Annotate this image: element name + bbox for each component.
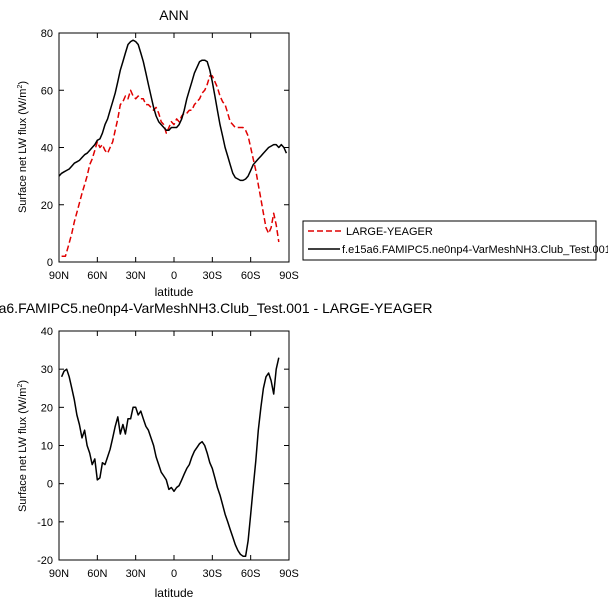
bottom-y-axis: -20 -10 0 10 20 30 40 xyxy=(37,326,289,567)
top-y-axis-label-sup: 2 xyxy=(17,85,24,89)
bottom-x-tick-label: 30N xyxy=(126,568,146,580)
top-legend: LARGE-YEAGER f.e15a6.FAMIPC5.ne0np4-VarM… xyxy=(302,220,608,261)
top-x-tick-label: 90S xyxy=(279,270,299,282)
bottom-x-tick-label: 60S xyxy=(241,568,261,580)
top-chart-title: ANN xyxy=(159,7,189,23)
legend-box xyxy=(302,220,597,261)
bottom-y-tick-label: 20 xyxy=(41,402,53,414)
top-x-tick-label: 30S xyxy=(203,270,223,282)
bottom-y-tick-label: 40 xyxy=(41,326,53,338)
bottom-y-axis-label-end: ) xyxy=(17,380,29,384)
top-y-tick-label: 0 xyxy=(47,257,53,269)
top-x-axis: 90N 60N 30N 0 30S 60S 90S xyxy=(49,33,299,282)
bottom-plot-frame xyxy=(58,330,290,561)
bottom-y-tick-label: 10 xyxy=(41,441,53,453)
top-x-tick-label: 30N xyxy=(126,270,146,282)
top-x-tick-label: 60S xyxy=(241,270,261,282)
top-series-line-model xyxy=(58,39,288,182)
top-x-tick-label: 60N xyxy=(87,270,107,282)
top-y-tick-label: 40 xyxy=(41,143,53,155)
bottom-y-axis-label-main: Surface net LW flux (W/m xyxy=(17,388,29,513)
top-y-tick-label: 80 xyxy=(41,28,53,40)
bottom-chart: f.e15a6.FAMIPC5.ne0np4-VarMeshNH3.Club_T… xyxy=(0,300,433,600)
legend-label-model: f.e15a6.FAMIPC5.ne0np4-VarMeshNH3.Club_T… xyxy=(342,244,608,256)
top-x-axis-label: latitude xyxy=(155,285,194,299)
bottom-x-tick-label: 60N xyxy=(87,568,107,580)
bottom-y-tick-label: -10 xyxy=(37,517,53,529)
top-y-axis-label-main: Surface net LW flux (W/m xyxy=(17,89,29,214)
bottom-series-line-difference xyxy=(60,357,280,557)
top-series-line-large-yeager xyxy=(61,75,280,258)
top-x-tick-label: 90N xyxy=(49,270,69,282)
bottom-x-axis: 90N 60N 30N 0 30S 60S 90S xyxy=(49,331,299,580)
top-y-axis-label-end: ) xyxy=(17,81,29,85)
top-series-group xyxy=(58,39,288,258)
bottom-x-tick-label: 0 xyxy=(171,568,177,580)
bottom-y-tick-label: 0 xyxy=(47,479,53,491)
bottom-y-axis-label-sup: 2 xyxy=(17,384,24,388)
top-x-tick-label: 0 xyxy=(171,270,177,282)
bottom-y-tick-label: 30 xyxy=(41,364,53,376)
top-y-axis: 0 20 40 60 80 xyxy=(41,28,289,269)
legend-label-large-yeager: LARGE-YEAGER xyxy=(346,226,433,238)
bottom-y-tick-label: -20 xyxy=(37,555,53,567)
top-chart: ANN 0 20 40 60 80 90N 60N 30N 0 30S 60S 90S latitu… xyxy=(17,7,608,299)
bottom-series-group xyxy=(60,357,280,557)
bottom-x-tick-label: 30S xyxy=(203,568,223,580)
bottom-x-tick-label: 90S xyxy=(279,568,299,580)
bottom-x-axis-label: latitude xyxy=(155,586,194,600)
top-y-tick-label: 60 xyxy=(41,85,53,97)
bottom-y-axis-label: Surface net LW flux (W/m2) xyxy=(17,380,29,512)
top-plot-frame xyxy=(58,32,290,263)
bottom-chart-title: f.e15a6.FAMIPC5.ne0np4-VarMeshNH3.Club_T… xyxy=(0,300,433,316)
top-y-tick-label: 20 xyxy=(41,200,53,212)
top-y-axis-label: Surface net LW flux (W/m2) xyxy=(17,81,29,213)
bottom-x-tick-label: 90N xyxy=(49,568,69,580)
